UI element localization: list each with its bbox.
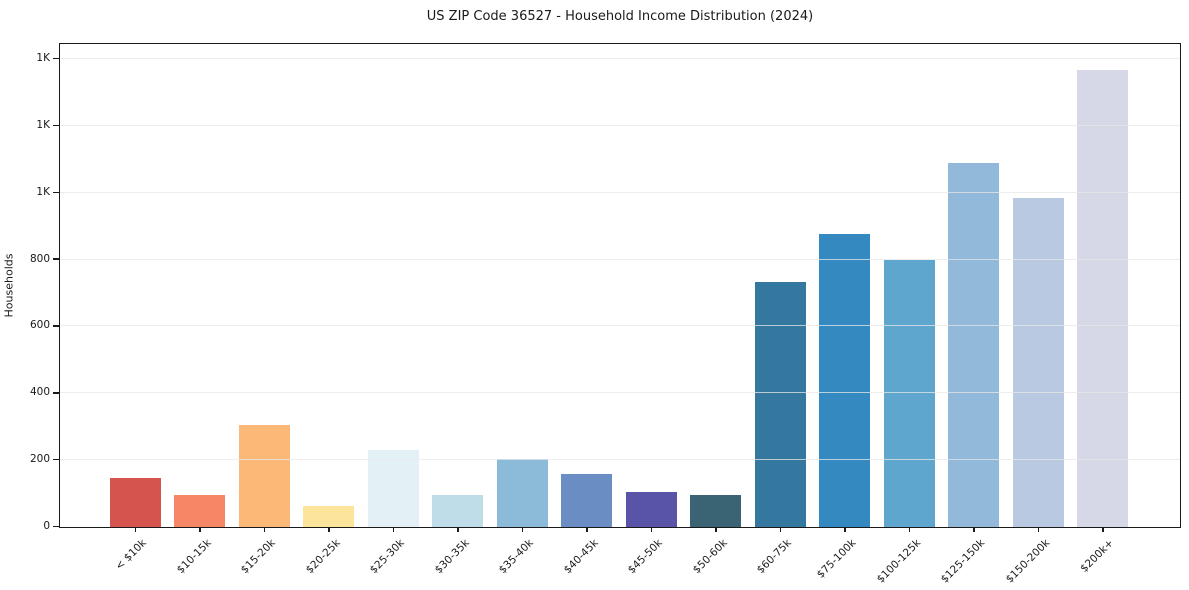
bar — [1012, 197, 1064, 527]
x-tick — [392, 527, 395, 532]
x-tick-label: $15-20k — [238, 537, 278, 577]
x-tick-label: $25-30k — [367, 537, 407, 577]
plot-area — [59, 43, 1181, 528]
x-tick — [715, 527, 717, 532]
y-tick-label: 0 — [43, 520, 50, 532]
gridline — [60, 459, 1180, 461]
y-tick-label: 200 — [29, 453, 50, 466]
x-tick-label: $45-50k — [625, 537, 665, 577]
x-tick-label: $150-200k — [1003, 537, 1052, 586]
x-tick — [779, 527, 782, 532]
y-tick — [53, 191, 59, 193]
x-tick-label: $60-75k — [754, 537, 794, 577]
chart-title: US ZIP Code 36527 - Household Income Dis… — [426, 9, 814, 24]
bar — [819, 233, 870, 527]
bar — [432, 494, 483, 527]
x-tick-label: $30-35k — [432, 537, 472, 577]
x-tick-label: $200k+ — [1078, 537, 1117, 575]
x-tick — [586, 527, 588, 532]
bar — [496, 458, 548, 527]
x-tick-label: $35-40k — [496, 537, 536, 577]
x-tick — [908, 527, 911, 532]
bar — [690, 494, 741, 527]
x-tick — [1037, 527, 1040, 532]
x-tick-label: $50-60k — [690, 537, 730, 577]
y-tick-label: 1K — [36, 118, 50, 131]
x-tick — [973, 527, 975, 532]
y-tick — [53, 258, 59, 260]
y-tick — [53, 392, 59, 394]
bar — [238, 425, 290, 527]
gridline — [60, 325, 1180, 327]
gridline — [60, 124, 1180, 126]
x-tick — [328, 527, 330, 532]
y-tick-label: 600 — [29, 319, 50, 332]
gridline — [60, 258, 1180, 260]
y-tick — [53, 325, 59, 327]
bar — [948, 162, 999, 527]
y-tick — [53, 525, 59, 528]
bar — [174, 494, 225, 527]
y-tick — [53, 124, 59, 127]
y-tick — [53, 458, 59, 461]
y-tick-label: 1K — [36, 185, 50, 198]
x-tick-label: $40-45k — [561, 537, 601, 577]
bar — [1077, 70, 1128, 527]
bar — [109, 477, 161, 527]
x-tick — [199, 527, 201, 532]
x-tick-label: $100-125k — [874, 537, 923, 586]
x-tick-label: $75-100k — [814, 537, 859, 581]
bar — [303, 506, 354, 527]
y-tick-label: 1K — [36, 52, 50, 64]
x-tick — [844, 527, 846, 532]
x-tick-label: $20-25k — [303, 537, 343, 577]
x-tick — [650, 527, 653, 532]
bar — [625, 491, 677, 527]
x-tick-label: < $10k — [113, 537, 149, 573]
x-tick-label: $10-15k — [174, 537, 214, 577]
x-tick-label: $125-150k — [938, 537, 988, 586]
bar — [367, 449, 419, 527]
x-tick — [134, 527, 137, 532]
x-tick — [263, 527, 266, 532]
x-tick — [521, 527, 524, 532]
y-tick-label: 400 — [29, 386, 50, 399]
x-tick — [457, 527, 459, 532]
gridline — [60, 58, 1180, 59]
y-tick-label: 800 — [29, 252, 50, 265]
gridline — [60, 392, 1180, 394]
bar — [561, 473, 612, 527]
gridline — [60, 191, 1180, 193]
x-tick — [1102, 527, 1104, 532]
y-tick — [53, 57, 59, 60]
bar — [754, 281, 806, 527]
